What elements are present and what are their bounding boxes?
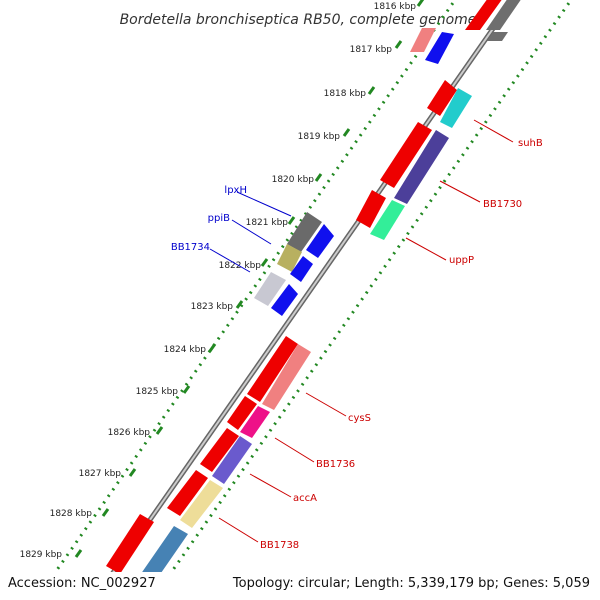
connector-BB1738	[218, 517, 259, 543]
ruler-tick	[208, 343, 217, 352]
ruler-tick	[394, 40, 403, 49]
ruler-tick	[74, 549, 83, 558]
gene-arrow-red-4[interactable]	[247, 336, 298, 402]
ruler-tick	[416, 0, 425, 7]
ruler-tick	[367, 86, 376, 95]
ruler-label: 1821 kbp	[246, 218, 289, 228]
ruler-label: 1817 kbp	[350, 45, 393, 55]
gene-arrow-uppP[interactable]	[370, 200, 405, 240]
topology-text: Topology: circular; Length: 5,339,179 bp…	[232, 576, 590, 591]
gene-label-ppiB[interactable]: ppiB	[208, 213, 230, 224]
gene-label-BB1738[interactable]: BB1738	[260, 540, 299, 551]
ruler-label: 1829 kbp	[20, 550, 63, 560]
ruler-tick	[314, 173, 323, 182]
connector-lpxH	[236, 191, 292, 217]
gene-arrow-BB1734-blue[interactable]	[271, 284, 298, 316]
connector-uppP	[405, 237, 447, 261]
ruler-label: 1819 kbp	[298, 132, 341, 142]
gene-label-lpxH[interactable]: lpxH	[224, 185, 247, 196]
ruler-tick	[342, 128, 351, 137]
gene-label-cysS[interactable]: cysS	[348, 413, 371, 424]
ruler-tick	[260, 258, 269, 267]
ruler-line-left	[34, 0, 457, 600]
ruler-label: 1828 kbp	[50, 509, 93, 519]
connector-BB1734	[209, 248, 251, 273]
gene-arrow-red-2[interactable]	[380, 122, 432, 188]
gene-arrow-accA[interactable]	[212, 436, 252, 484]
ruler-label: 1824 kbp	[164, 345, 207, 355]
gene-arrow-top-grey-tail[interactable]	[487, 32, 508, 41]
gene-label-suhB[interactable]: suhB	[518, 138, 543, 149]
ruler-tick	[235, 300, 244, 309]
gene-arrow-top-grey[interactable]	[486, 0, 522, 30]
gene-connectors	[209, 119, 514, 543]
ruler-label: 1823 kbp	[191, 302, 234, 312]
footer-background	[0, 572, 600, 600]
gene-arrow-red-3[interactable]	[356, 190, 386, 228]
gene-label-BB1734[interactable]: BB1734	[171, 242, 210, 253]
connector-BB1736	[274, 437, 315, 463]
gene-arrow-red-7[interactable]	[167, 470, 208, 516]
gene-arrow-blue-steel[interactable]	[138, 526, 188, 586]
ruler-label: 1827 kbp	[79, 469, 122, 479]
connector-ppiB	[231, 219, 272, 245]
ruler-label: 1818 kbp	[324, 89, 367, 99]
gene-arrow-BB1738[interactable]	[180, 480, 223, 528]
ruler-line-right	[150, 0, 573, 600]
connector-suhB	[473, 119, 514, 143]
ruler-tick	[128, 468, 137, 477]
gene-arrow-BB1736[interactable]	[240, 406, 270, 438]
gene-arrow-BB1730[interactable]	[394, 130, 449, 204]
gene-label-BB1736[interactable]: BB1736	[316, 459, 355, 470]
ruler-label: 1816 kbp	[374, 2, 417, 12]
gene-arrow-top-blue[interactable]	[425, 32, 454, 64]
ruler-label: 1826 kbp	[108, 428, 151, 438]
gene-arrow-suhB[interactable]	[440, 88, 472, 128]
ruler-label: 1820 kbp	[272, 175, 315, 185]
gene-arrow-cysS[interactable]	[262, 344, 311, 410]
gene-arrow-top-pink[interactable]	[410, 28, 436, 52]
gene-arrow-lpxH[interactable]	[287, 212, 322, 252]
connector-accA	[249, 473, 292, 498]
ruler-tick	[287, 216, 296, 225]
gene-arrow-lpxH-blue[interactable]	[306, 224, 334, 258]
gene-label-accA[interactable]: accA	[293, 493, 317, 504]
gene-arrow-red-6[interactable]	[200, 428, 239, 472]
map-title: Bordetella bronchiseptica RB50, complete…	[120, 12, 477, 28]
gene-arrow-red-1[interactable]	[427, 80, 457, 116]
ruler-tick	[101, 508, 110, 517]
ruler-label: 1825 kbp	[136, 387, 179, 397]
gene-arrow-red-8[interactable]	[106, 514, 154, 574]
gene-arrow-red-5[interactable]	[227, 396, 257, 430]
ruler-tick	[182, 385, 191, 394]
gene-label-BB1730[interactable]: BB1730	[483, 199, 522, 210]
ruler-tick	[155, 426, 164, 435]
ruler-ticks	[74, 0, 425, 558]
accession-text: Accession: NC_002927	[8, 576, 156, 591]
connector-BB1730	[439, 180, 481, 203]
gene-arrow-ppiB-blue[interactable]	[290, 256, 313, 282]
gene-arrow-BB1734[interactable]	[254, 272, 286, 306]
connector-cysS	[305, 392, 347, 417]
gene-label-uppP[interactable]: uppP	[449, 255, 474, 266]
gene-arrow-ppiB[interactable]	[277, 244, 302, 272]
gene-arrow-top-red[interactable]	[465, 0, 503, 30]
